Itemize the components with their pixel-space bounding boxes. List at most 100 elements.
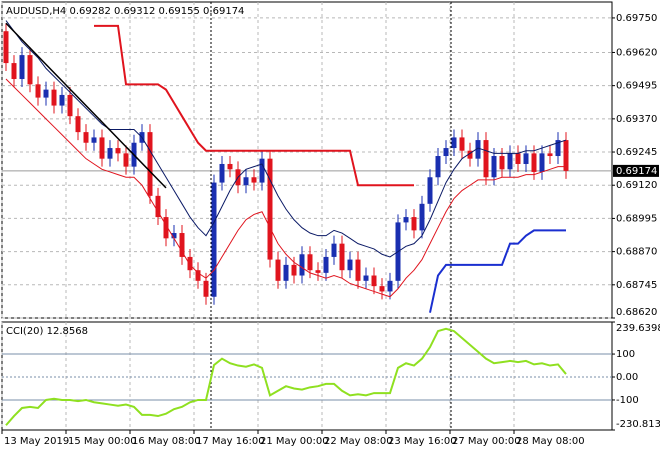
candle-body [523,153,529,164]
indicator-line [94,24,414,187]
y-tick-label: -100 [616,395,639,406]
candle-body [35,84,41,98]
x-tick-label: 21 May 00:00 [260,436,329,447]
candle-body [371,275,377,287]
candle-body [243,177,249,186]
candle-body [267,158,273,260]
cci-line [5,327,567,426]
candle-body [291,264,297,276]
x-tick-label: 23 May 16:00 [388,436,457,447]
candle-body [195,270,201,281]
candle-body [115,148,121,154]
y-tick-label: 0.69495 [616,81,657,92]
candle-body [179,233,185,257]
x-tick-label: 15 May 00:00 [68,436,137,447]
x-tick-label: 22 May 08:00 [324,436,393,447]
candle-body [11,63,17,80]
candle-body [99,137,105,159]
candle-body [427,177,433,204]
candle-body [379,286,385,292]
candle-body [83,132,89,143]
indicator-line [5,20,567,258]
y-tick-label: 0.69370 [616,114,657,125]
chart-title: AUDUSD,H4 0.69282 0.69312 0.69155 0.6917… [6,6,244,17]
indicator-line [429,229,566,313]
candle-body [43,89,49,98]
candle-body [451,137,457,149]
candle-body [555,140,561,157]
candle-body [563,140,569,171]
cci-title: CCI(20) 12.8568 [6,326,88,337]
candle-body [443,148,449,157]
candle-body [355,259,361,281]
candle-body [499,156,505,170]
candle-body [107,148,113,159]
y-tick-label: 0.68620 [616,307,657,318]
x-tick-label: 17 May 16:00 [196,436,265,447]
y-tick-label: 0.69120 [616,180,657,191]
candle-body [387,280,393,292]
y-tick-label: 0.68995 [616,213,657,224]
candle-body [203,280,209,297]
y-tick-label: 0.69750 [616,13,657,24]
candle-body [187,256,193,271]
candle-body [259,158,265,183]
candle-body [51,89,57,106]
trendline [5,22,167,189]
candle-body [347,259,353,271]
x-tick-label: 28 May 08:00 [516,436,585,447]
candle-body [491,156,497,178]
candle-body [299,254,305,276]
candle-body [211,182,217,297]
x-tick-label: 13 May 2019 [4,436,69,447]
y-tick-label: 0.69620 [616,47,657,58]
candle-body [147,132,153,196]
candle-body [27,55,33,85]
current-price-box [613,164,659,177]
candle-body [459,137,465,151]
candle-body [3,31,9,64]
y-tick-label: 0.69245 [616,147,657,158]
y-tick-label: 0.00 [616,372,638,383]
y-tick-label: 0.68870 [616,247,657,258]
candle-body [19,55,25,80]
candle-body [171,233,177,239]
candle-body [275,259,281,281]
candle-body [251,177,257,183]
candle-body [435,156,441,178]
candle-body [307,254,313,271]
y-tick-label: 0.68745 [616,280,657,291]
y-tick-label: 239.6398 [616,323,660,334]
candle-body [227,163,233,170]
candle-body [475,140,481,159]
candle-body [75,116,81,133]
candle-body [507,153,513,170]
candle-body [363,275,369,281]
candle-body [547,153,553,157]
candle-body [323,256,329,273]
candle-body [163,217,169,239]
candle-body [283,264,289,281]
current-price-label: 0.69174 [616,166,657,177]
candle-body [419,203,425,231]
candle-body [483,140,489,178]
candle-body [339,243,345,271]
candle-body [515,153,521,164]
candle-body [531,153,537,172]
candle-body [155,195,161,218]
candle-body [91,137,97,143]
candle-body [403,217,409,223]
y-tick-label: -230.8139 [616,419,660,430]
candle-body [315,270,321,273]
candle-body [59,94,65,106]
x-tick-label: 16 May 08:00 [132,436,201,447]
x-tick-label: 27 May 00:00 [452,436,521,447]
candle-body [467,150,473,159]
candle-body [539,153,545,172]
candle-body [67,94,73,117]
candle-body [123,153,129,167]
candle-body [411,217,417,231]
